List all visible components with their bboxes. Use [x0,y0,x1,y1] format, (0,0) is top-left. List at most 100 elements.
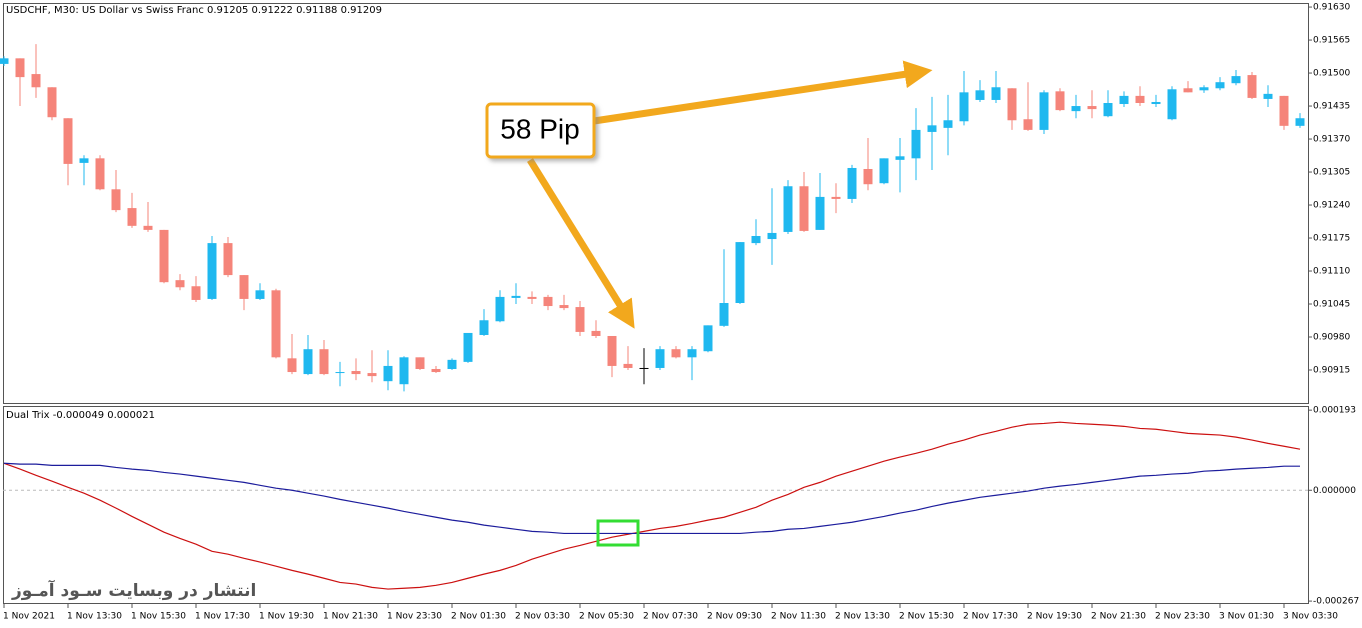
watermark: انتشار در وبسایت سـود آمـوز [11,579,256,601]
candle-body [159,229,169,283]
candle-body [1135,95,1145,103]
candle-body [1151,101,1161,105]
chart-title: USDCHF, M30: US Dollar vs Swiss Franc 0.… [6,5,382,16]
x-tick-label: 2 Nov 17:30 [963,612,1018,622]
candle-body [1087,106,1097,110]
y-tick-label: 0.000193 [1313,406,1356,416]
x-tick-label: 1 Nov 13:30 [67,612,122,622]
candle-body [511,295,521,298]
candle-body [1167,89,1177,120]
candle-body [463,332,473,362]
candle-body [991,87,1001,100]
x-tick-label: 1 Nov 19:30 [259,612,314,622]
x-tick-label: 1 Nov 21:30 [323,612,378,622]
y-tick-label: 0.91370 [1313,135,1350,145]
callout-arrow [527,158,635,329]
candle-body [751,235,761,244]
x-tick-label: 1 Nov 23:30 [387,612,442,622]
callout-text: 58 Pip [500,113,579,144]
x-tick-label: 2 Nov 15:30 [899,612,954,622]
candle-body [1039,92,1049,130]
candle-body [1103,103,1113,117]
candle-body [303,349,313,375]
callout-arrow [593,60,933,125]
candle-body [0,58,9,64]
y-tick-label: 0.91110 [1313,267,1350,277]
candle-body [175,280,185,288]
candle-body [767,232,777,240]
x-tick-label: 3 Nov 03:30 [1283,612,1338,622]
indicator-line [3,421,1301,590]
candle-body [831,196,841,199]
candle-body [943,120,953,128]
x-tick-label: 3 Nov 01:30 [1219,612,1274,622]
candle-body [1279,95,1289,126]
y-tick-label: 0.91240 [1313,201,1350,211]
candle-body [479,320,489,335]
x-tick-label: 2 Nov 19:30 [1027,612,1082,622]
candle-body [255,290,265,299]
candle-body [95,158,105,190]
candle-body [847,167,857,199]
x-tick-label: 2 Nov 01:30 [451,612,506,622]
candle-body [15,58,25,78]
candle-body [671,349,681,358]
candle-body [1247,75,1257,98]
candle-body [399,357,409,385]
candle-body [415,357,425,369]
main-panel-frame [3,3,1309,404]
candle-body [111,189,121,211]
candle-body [79,158,89,163]
candle-body [543,296,553,307]
candle-body [1183,88,1193,93]
candle-body [1199,87,1209,91]
x-tick-label: 1 Nov 17:30 [195,612,250,622]
candle-body [687,349,697,358]
candle-body [719,303,729,326]
candle-body [815,196,825,230]
y-tick-label: 0.000000 [1313,486,1356,496]
candle-body [223,243,233,276]
candle-body [607,335,617,366]
x-tick-label: 1 Nov 15:30 [131,612,186,622]
y-tick-label: 0.91500 [1313,69,1350,79]
candle-body [127,208,137,226]
candle-body [735,242,745,303]
candle-body [783,186,793,232]
candle-body [575,307,585,332]
candle-body [959,92,969,122]
candle-body [271,290,281,358]
candle-body [335,372,345,374]
candle-body [287,358,297,373]
y-tick-label: 0.90915 [1313,366,1350,376]
candle-body [319,349,329,375]
candle-body [239,275,249,299]
candle-body [927,125,937,132]
x-tick-label: 2 Nov 03:30 [515,612,570,622]
candle-body [207,243,217,299]
candle-body [447,359,457,369]
candle-body [879,158,889,184]
x-tick-label: 2 Nov 21:30 [1091,612,1146,622]
x-tick-label: 2 Nov 07:30 [643,612,698,622]
x-tick-label: 2 Nov 23:30 [1155,612,1210,622]
candle-body [351,371,361,375]
candle-body [655,349,665,368]
indicator-panel-frame [3,406,1309,604]
x-tick-label: 2 Nov 09:30 [707,612,762,622]
candle-body [143,225,153,230]
y-tick-label: 0.90980 [1313,333,1350,343]
candle-body [911,129,921,159]
y-tick-label: 0.91630 [1313,3,1350,13]
candle-body [895,156,905,160]
candle-body [1263,93,1273,99]
candle-body [623,363,633,368]
plot-layer: 0.91630 0.91565 0.91500 0.91435 0.91370 0.913… [0,3,1359,622]
candle-body [1295,118,1305,126]
candle-body [559,305,569,309]
candle-body [63,118,73,164]
candle-body [31,74,41,88]
crossover-highlight [596,519,640,547]
